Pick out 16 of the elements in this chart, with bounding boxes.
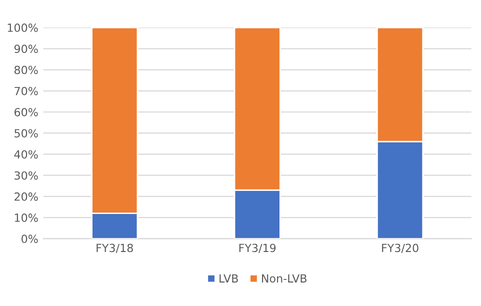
x-tick-label: FY3/18 [96,244,133,254]
y-tick-label: 60% [14,108,38,116]
legend-label: Non-LVB [262,274,306,283]
x-tick-label: FY3/19 [239,244,276,254]
y-tick-label: 0% [22,234,38,244]
x-tick-label: FY3/20 [382,244,418,254]
y-tick-label: 80% [14,66,38,74]
y-tick-label: 20% [14,192,38,201]
legend-label: LVB [220,274,238,282]
y-tick-label: 30% [14,171,38,180]
y-tick-label: 100% [8,24,38,32]
y-tick-label: 70% [14,86,38,96]
y-tick-label: 50% [14,129,38,138]
y-tick-label: 40% [14,150,38,159]
y-tick-label: 10% [14,214,38,222]
y-tick-label: 90% [14,44,38,54]
